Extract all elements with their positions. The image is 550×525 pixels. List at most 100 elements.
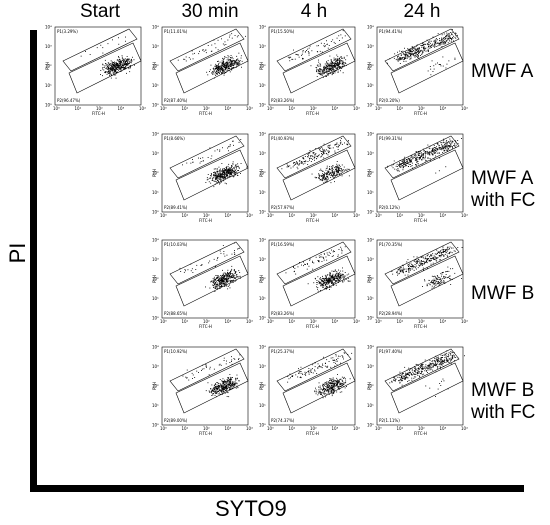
event-point-p1 bbox=[296, 54, 298, 55]
event-point-p1 bbox=[414, 367, 416, 368]
event-point-p2 bbox=[224, 386, 226, 388]
event-point-p1 bbox=[449, 251, 451, 253]
event-point-p2 bbox=[221, 170, 223, 172]
event-point-p2 bbox=[447, 266, 449, 268]
event-point-p2 bbox=[317, 65, 319, 67]
event-point-p1 bbox=[417, 51, 419, 53]
y-tick-label: 10⁴ bbox=[152, 25, 159, 30]
event-point-p2 bbox=[324, 173, 326, 175]
event-point-p2 bbox=[332, 282, 334, 284]
event-point-p1 bbox=[322, 363, 323, 365]
event-point-p2 bbox=[110, 66, 112, 68]
event-point-p1 bbox=[435, 254, 437, 255]
event-point-p2 bbox=[219, 172, 221, 174]
event-point-p2 bbox=[336, 58, 338, 60]
event-point-p2 bbox=[336, 65, 338, 66]
event-point-p1 bbox=[96, 47, 98, 49]
event-point-p2 bbox=[339, 61, 340, 63]
event-point-p1 bbox=[403, 268, 405, 270]
event-point-p2 bbox=[230, 271, 231, 273]
event-point-p2 bbox=[227, 377, 229, 378]
column-header-24h: 24 h bbox=[403, 1, 441, 22]
event-point-p2 bbox=[222, 170, 224, 172]
event-point-p1 bbox=[396, 58, 398, 60]
event-point-p2 bbox=[321, 278, 323, 280]
event-point-p1 bbox=[429, 47, 431, 49]
event-point-p2 bbox=[328, 386, 330, 388]
event-point-p1 bbox=[461, 247, 463, 248]
event-point-p2 bbox=[330, 391, 332, 393]
event-point-p2 bbox=[216, 65, 217, 66]
event-point-p2 bbox=[230, 378, 231, 380]
event-point-p2 bbox=[222, 169, 224, 170]
event-point-p2 bbox=[435, 172, 437, 174]
event-point-p2 bbox=[110, 68, 112, 70]
event-point-p2 bbox=[227, 275, 229, 277]
event-point-p2 bbox=[332, 382, 334, 384]
event-point-p2 bbox=[235, 174, 236, 175]
event-point-p2 bbox=[237, 65, 239, 67]
event-point-p1 bbox=[421, 263, 423, 264]
event-point-p1 bbox=[416, 49, 418, 51]
event-point-p1 bbox=[410, 58, 412, 60]
event-point-p2 bbox=[116, 59, 118, 61]
event-point-p2 bbox=[120, 61, 122, 63]
event-point-p1 bbox=[302, 57, 303, 59]
event-point-p1 bbox=[447, 150, 448, 152]
event-point-p1 bbox=[305, 160, 307, 162]
event-point-p2 bbox=[223, 178, 225, 180]
event-point-p2 bbox=[336, 171, 337, 173]
event-point-p1 bbox=[399, 50, 401, 52]
event-point-p2 bbox=[435, 281, 437, 283]
plot-frame bbox=[161, 239, 249, 319]
event-point-p2 bbox=[335, 65, 337, 67]
event-point-p1 bbox=[301, 53, 303, 55]
event-point-p2 bbox=[214, 387, 216, 389]
event-point-p2 bbox=[216, 71, 218, 73]
event-point-p1 bbox=[451, 39, 453, 41]
event-point-p1 bbox=[85, 51, 86, 52]
event-point-p2 bbox=[337, 67, 339, 69]
event-point-p1 bbox=[411, 161, 412, 163]
event-point-p2 bbox=[436, 281, 438, 282]
event-point-p2 bbox=[220, 170, 222, 172]
event-point-p1 bbox=[402, 165, 404, 167]
event-point-p2 bbox=[336, 379, 338, 381]
event-point-p2 bbox=[212, 179, 214, 181]
event-point-p1 bbox=[411, 266, 413, 268]
event-point-p1 bbox=[444, 37, 446, 39]
event-point-p2 bbox=[108, 70, 110, 72]
event-point-p1 bbox=[441, 149, 443, 151]
event-point-p2 bbox=[322, 179, 324, 181]
event-point-p2 bbox=[441, 275, 442, 277]
event-point-p1 bbox=[231, 37, 233, 39]
event-point-p2 bbox=[332, 71, 333, 73]
event-point-p2 bbox=[114, 62, 116, 64]
event-point-p2 bbox=[214, 73, 216, 75]
event-point-p1 bbox=[224, 41, 226, 43]
event-point-p2 bbox=[437, 282, 439, 284]
event-point-p1 bbox=[417, 161, 419, 162]
event-point-p1 bbox=[439, 157, 441, 159]
event-point-p1 bbox=[414, 47, 416, 49]
event-point-p2 bbox=[327, 60, 329, 62]
event-point-p1 bbox=[442, 254, 444, 256]
event-point-p1 bbox=[424, 262, 426, 264]
event-point-p1 bbox=[332, 357, 334, 359]
event-point-p2 bbox=[234, 170, 235, 172]
event-point-p1 bbox=[443, 142, 445, 144]
event-point-p1 bbox=[400, 57, 401, 59]
event-point-p1 bbox=[430, 260, 432, 261]
event-point-p2 bbox=[205, 390, 207, 392]
event-point-p2 bbox=[221, 275, 222, 277]
event-point-p2 bbox=[110, 65, 112, 67]
event-point-p2 bbox=[336, 273, 338, 274]
event-point-p2 bbox=[114, 66, 116, 68]
event-point-p2 bbox=[235, 164, 237, 166]
event-point-p2 bbox=[211, 174, 212, 176]
event-point-p1 bbox=[431, 366, 433, 368]
event-point-p2 bbox=[221, 177, 223, 179]
event-point-p1 bbox=[439, 365, 441, 367]
event-point-p2 bbox=[335, 65, 337, 66]
event-point-p2 bbox=[316, 286, 317, 288]
